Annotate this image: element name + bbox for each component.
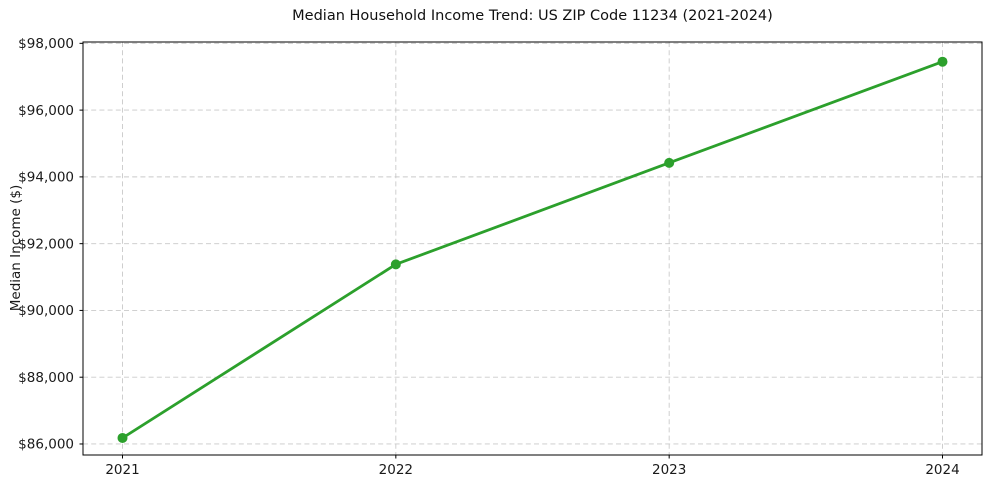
data-point — [937, 56, 948, 67]
y-tick-label: $94,000 — [18, 170, 74, 186]
x-tick-label: 2022 — [379, 462, 413, 478]
y-tick-label: $86,000 — [18, 437, 74, 453]
series-line — [121, 60, 944, 440]
data-point — [664, 157, 675, 168]
data-point — [117, 432, 128, 443]
chart-title: Median Household Income Trend: US ZIP Co… — [292, 8, 773, 24]
y-tick-label: $92,000 — [18, 236, 74, 252]
x-tick-label: 2023 — [652, 462, 686, 478]
y-tick-label: $96,000 — [18, 103, 74, 119]
y-tick-label: $98,000 — [18, 36, 74, 52]
x-tick-label: 2021 — [105, 462, 139, 478]
y-tick-label: $90,000 — [18, 303, 74, 319]
plot-frame — [82, 41, 983, 456]
data-point — [390, 259, 401, 270]
x-tick-label: 2024 — [925, 462, 959, 478]
y-tick-label: $88,000 — [18, 370, 74, 386]
